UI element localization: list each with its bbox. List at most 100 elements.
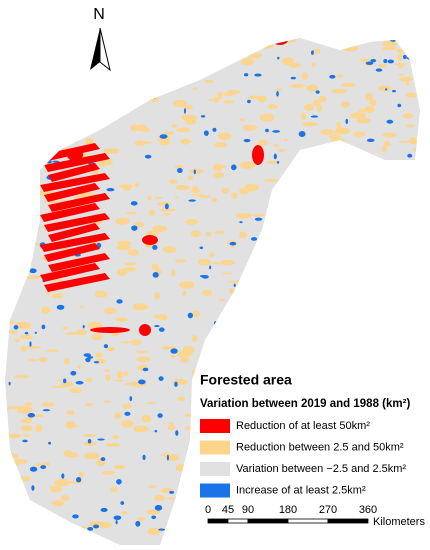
patch-major-reduction xyxy=(40,233,110,252)
patch-reduction xyxy=(404,245,415,249)
patch-reduction xyxy=(349,340,366,344)
patch-increase xyxy=(30,136,37,142)
patch-reduction xyxy=(248,357,259,363)
patch-reduction xyxy=(217,132,232,141)
patch-reduction xyxy=(336,271,351,279)
patch-reduction xyxy=(209,50,215,59)
patch-reduction xyxy=(312,99,321,107)
patch-reduction xyxy=(261,324,272,327)
patch-reduction xyxy=(284,241,299,248)
patch-reduction xyxy=(339,157,349,164)
patch-reduction xyxy=(115,217,130,225)
patch-reduction xyxy=(181,138,191,145)
patch-reduction xyxy=(77,365,82,370)
patch-reduction xyxy=(275,412,290,417)
patch-reduction xyxy=(263,296,274,303)
patch-reduction xyxy=(220,259,235,266)
patch-reduction xyxy=(308,510,320,517)
patch-reduction xyxy=(184,413,197,418)
patch-reduction xyxy=(66,410,75,416)
patch-major-reduction xyxy=(252,145,264,165)
patch-reduction xyxy=(295,175,304,183)
patch-reduction xyxy=(314,345,329,352)
patch-reduction xyxy=(304,103,314,112)
patch-increase xyxy=(52,160,60,163)
patch-reduction xyxy=(221,187,230,194)
patch-reduction xyxy=(353,188,368,196)
scale-segment xyxy=(247,518,289,524)
patch-increase xyxy=(152,272,159,278)
patch-reduction xyxy=(398,184,415,187)
patch-reduction xyxy=(266,160,279,164)
patch-reduction xyxy=(101,470,116,475)
patch-increase xyxy=(82,324,85,329)
legend-swatch xyxy=(200,440,230,455)
patch-reduction xyxy=(136,356,151,363)
patch-reduction xyxy=(352,349,358,355)
patch-increase xyxy=(315,90,320,94)
patch-reduction xyxy=(191,193,204,197)
patch-increase xyxy=(172,75,178,79)
patch-reduction xyxy=(180,495,191,503)
patch-reduction xyxy=(404,462,420,471)
patch-reduction xyxy=(82,434,97,437)
patch-reduction xyxy=(218,298,226,302)
patch-reduction xyxy=(258,393,272,396)
patch-reduction xyxy=(5,453,19,460)
patch-increase xyxy=(97,438,105,441)
patch-increase xyxy=(292,309,296,313)
patch-reduction xyxy=(312,310,325,317)
patch-reduction xyxy=(346,353,352,357)
patch-increase xyxy=(159,134,168,139)
patch-reduction xyxy=(335,496,344,501)
patch-reduction xyxy=(304,295,316,303)
patch-reduction xyxy=(411,442,417,449)
patch-major-reduction xyxy=(48,193,110,212)
patch-reduction xyxy=(309,374,323,377)
patch-reduction xyxy=(330,176,339,181)
patch-reduction xyxy=(253,323,266,326)
patch-reduction xyxy=(315,353,322,361)
patch-reduction xyxy=(25,57,31,64)
patch-reduction xyxy=(202,60,209,67)
patch-reduction xyxy=(211,261,221,265)
patch-reduction xyxy=(265,348,276,355)
patch-reduction xyxy=(383,141,391,147)
patch-increase xyxy=(331,195,340,199)
patch-reduction xyxy=(351,159,367,163)
patch-reduction xyxy=(265,341,271,350)
patch-reduction xyxy=(300,112,307,121)
patch-reduction xyxy=(238,118,246,122)
patch-increase xyxy=(288,265,294,270)
patch-reduction xyxy=(250,327,264,335)
patch-increase xyxy=(251,410,256,414)
patch-increase xyxy=(250,338,258,343)
patch-reduction xyxy=(133,55,139,59)
patch-increase xyxy=(110,50,117,56)
patch-reduction xyxy=(382,335,398,338)
patch-reduction xyxy=(285,180,299,185)
patch-reduction xyxy=(102,119,111,124)
patch-reduction xyxy=(212,336,225,342)
patch-increase xyxy=(199,365,204,368)
patch-increase xyxy=(406,56,413,60)
patch-reduction xyxy=(106,346,115,352)
patch-reduction xyxy=(13,459,28,464)
patch-reduction xyxy=(300,293,313,300)
patch-increase xyxy=(135,520,141,527)
patch-increase xyxy=(124,411,131,416)
patch-reduction xyxy=(261,253,269,257)
patch-reduction xyxy=(130,124,141,132)
patch-increase xyxy=(175,430,179,436)
patch-increase xyxy=(169,490,175,494)
patch-reduction xyxy=(62,523,68,531)
patch-increase xyxy=(337,41,346,46)
patch-reduction xyxy=(320,129,335,136)
patch-reduction xyxy=(28,48,38,53)
patch-reduction xyxy=(345,309,362,318)
patch-increase xyxy=(356,189,361,196)
patch-reduction xyxy=(95,352,103,358)
patch-reduction xyxy=(409,136,417,145)
patch-increase xyxy=(412,213,415,219)
patch-reduction xyxy=(5,120,10,125)
